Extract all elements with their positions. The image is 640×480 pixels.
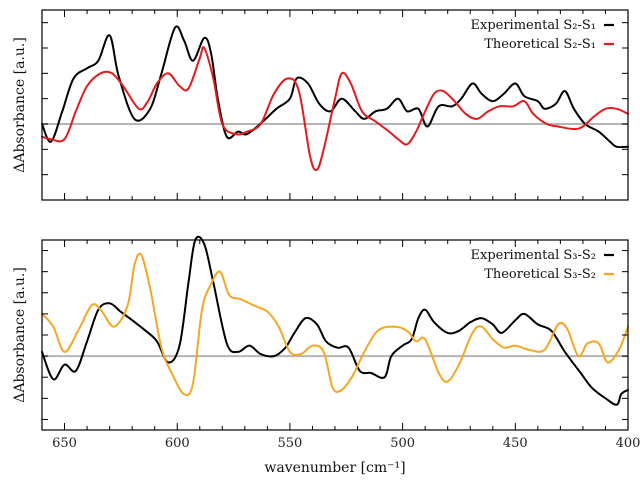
legend-label: Experimental S₂-S₁ [471,18,597,33]
y-axis-label: ΔAbsorbance [a.u.] [12,37,28,173]
top-panel: ΔAbsorbance [a.u.] Experimental S₂-S₁ Theo… [12,9,629,201]
series-line-theoretical [41,46,629,172]
x-tick-label: 550 [278,436,303,451]
legend-label: Theoretical S₂-S₁ [484,37,596,52]
x-tick-label: 500 [390,436,415,451]
x-tick-label: 600 [165,436,190,451]
series-line-experimental [41,235,629,406]
y-axis-label: ΔAbsorbance [a.u.] [12,267,28,403]
x-tick-label: 450 [503,436,528,451]
legend-label: Theoretical S₃-S₂ [484,267,596,282]
bottom-panel: 650 600 550 500 450 400 ΔAbsorbance [a.u.] wave… [12,235,640,476]
series-line-theoretical [41,252,629,397]
x-tick-label: 650 [52,436,77,451]
x-axis-label: wavenumber [cm⁻¹] [264,460,405,476]
series-line-experimental [41,25,629,149]
x-tick-label: 400 [616,436,640,451]
legend-label: Experimental S₃-S₂ [471,248,597,263]
